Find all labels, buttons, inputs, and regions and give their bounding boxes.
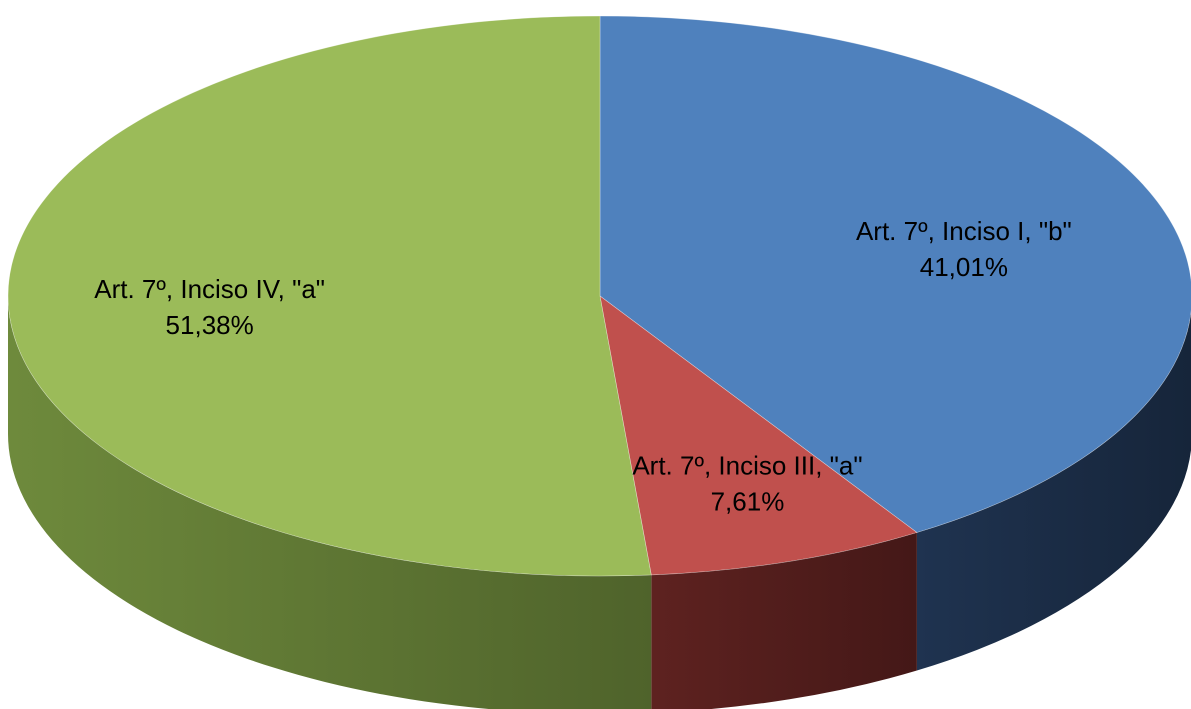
pie-slice-side (651, 532, 917, 709)
pie-slice-value-label: 41,01% (920, 252, 1008, 282)
pie-slice-side (916, 311, 1191, 671)
pie-slice-value-label: 51,38% (166, 310, 254, 340)
pie-slice-value-label: 7,61% (711, 486, 785, 516)
pie-slice-side (8, 296, 652, 709)
pie-slice (599, 295, 918, 576)
pie-tops (7, 15, 1191, 577)
pie-slice (7, 15, 652, 577)
pie-sides (8, 296, 1191, 709)
pie-slice-label: Art. 7º, Inciso I, "b" (856, 216, 1072, 246)
pie-labels: Art. 7º, Inciso I, "b" 41,01% Art. 7º, Inc… (94, 216, 1072, 516)
pie-slice-label: Art. 7º, Inciso IV, "a" (94, 274, 325, 304)
pie-slice (599, 15, 1191, 533)
pie-slice-label: Art. 7º, Inciso III, "a" (632, 450, 862, 480)
